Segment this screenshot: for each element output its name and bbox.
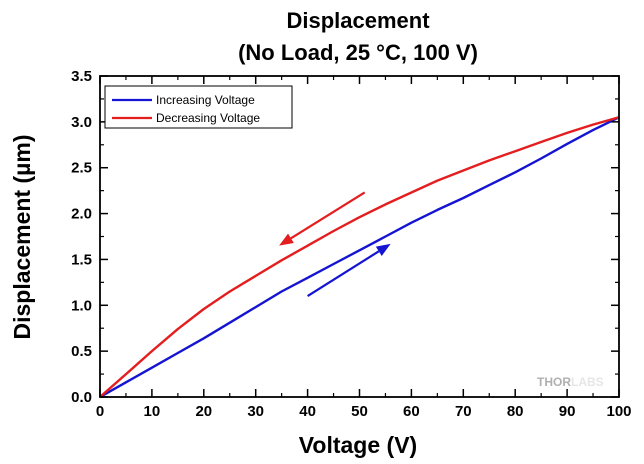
- y-tick-label: 0.5: [71, 343, 92, 360]
- y-tick-label: 2.5: [71, 160, 92, 177]
- y-tick-label: 1.0: [71, 297, 92, 314]
- x-tick-label: 50: [351, 403, 368, 420]
- x-tick-label: 0: [96, 403, 104, 420]
- x-tick-label: 100: [606, 403, 631, 420]
- x-tick-label: 80: [507, 403, 524, 420]
- y-tick-label: 3.5: [71, 68, 92, 85]
- x-tick-label: 70: [455, 403, 472, 420]
- legend-box: [104, 85, 293, 129]
- x-tick-label: 60: [403, 403, 420, 420]
- x-tick-label: 40: [299, 403, 316, 420]
- x-tick-label: 10: [144, 403, 161, 420]
- series-line-increasing: [100, 116, 619, 397]
- legend: Increasing Voltage Decreasing Voltage: [104, 85, 293, 129]
- x-tick-label: 30: [247, 403, 264, 420]
- x-tick-label: 90: [559, 403, 576, 420]
- legend-label-increasing: Increasing Voltage: [156, 93, 255, 107]
- direction-arrows: [279, 191, 391, 298]
- series-lines: [100, 116, 619, 397]
- y-tick-label: 1.5: [71, 251, 92, 268]
- chart-title-line-2: (No Load, 25 °C, 100 V): [238, 40, 478, 65]
- axis-tick-labels: 0 10 20 30 40 50 60 70 80 90 100 0.0 0.5 1.0 1.5 2.0 2.5…: [71, 68, 631, 420]
- legend-label-decreasing: Decreasing Voltage: [156, 111, 260, 125]
- chart-title-line-1: Displacement: [286, 8, 430, 33]
- y-tick-label: 3.0: [71, 114, 92, 131]
- x-axis-title: Voltage (V): [299, 432, 417, 458]
- x-tick-label: 20: [195, 403, 212, 420]
- series-line-decreasing: [100, 116, 619, 397]
- y-axis-title: Displacement (µm): [9, 135, 35, 340]
- axis-ticks: [99, 75, 620, 398]
- thorlabs-logo: THORLABS: [537, 375, 604, 389]
- y-tick-label: 0.0: [71, 389, 92, 406]
- direction-arrow-increasing: [307, 243, 391, 298]
- direction-arrow-decreasing: [279, 191, 366, 246]
- y-tick-label: 2.0: [71, 206, 92, 223]
- svg-text:THORLABS: THORLABS: [537, 375, 604, 389]
